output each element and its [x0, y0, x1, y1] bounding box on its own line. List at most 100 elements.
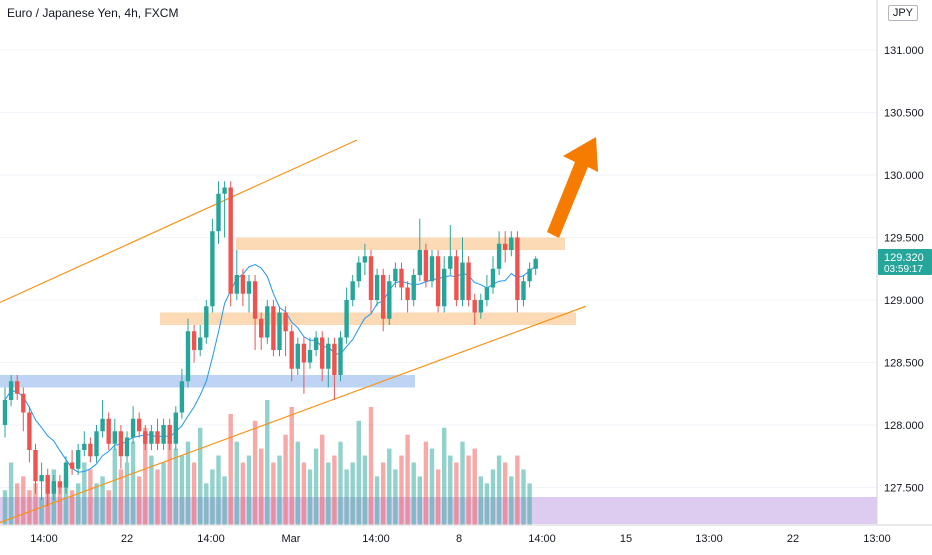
- candle: [313, 331, 319, 357]
- candle: [167, 418, 172, 450]
- candle-body: [185, 331, 191, 382]
- candle-body: [210, 231, 215, 307]
- candle: [45, 468, 50, 507]
- upper-channel-line: [0, 139, 358, 304]
- volume-bar: [442, 427, 447, 525]
- candle-body: [435, 256, 441, 307]
- candle-body: [240, 275, 246, 294]
- volume-bar: [8, 462, 14, 525]
- volume-bar: [521, 469, 526, 525]
- time-tick-label: 14:00: [30, 533, 58, 545]
- candle-body: [271, 306, 276, 350]
- candle: [112, 418, 117, 450]
- candle: [173, 406, 178, 450]
- candle: [246, 275, 252, 313]
- candle-countdown: 03:59:17: [884, 264, 923, 275]
- candle-body: [33, 450, 38, 482]
- volume-bar: [265, 400, 270, 525]
- volume-bar: [198, 427, 203, 525]
- candle: [381, 268, 386, 332]
- volume-bar: [454, 462, 459, 525]
- volume-bar: [191, 462, 197, 525]
- candle: [478, 293, 483, 319]
- candle-body: [533, 258, 538, 269]
- volume-bar: [423, 441, 429, 525]
- price-tick-label: 129.500: [884, 233, 924, 245]
- candle: [82, 431, 87, 457]
- candle-body: [387, 281, 392, 319]
- candle-body: [15, 381, 20, 394]
- candle: [448, 225, 453, 275]
- candle-body: [509, 237, 514, 250]
- candle: [405, 281, 410, 313]
- candle-body: [45, 475, 50, 494]
- candle-body: [265, 306, 270, 338]
- candle-body: [100, 418, 105, 432]
- candle: [39, 462, 44, 500]
- candle-body: [374, 275, 380, 300]
- price-tick-label: 129.000: [884, 295, 924, 307]
- price-tick-label: 128.500: [884, 358, 924, 370]
- volume-bar: [460, 441, 465, 525]
- candle-body: [27, 412, 32, 450]
- volume-bar: [320, 434, 325, 525]
- target-arrow-shape: [547, 137, 598, 238]
- volume-bar: [368, 406, 374, 525]
- candle-body: [466, 262, 471, 300]
- candle-body: [204, 306, 209, 338]
- candle: [393, 262, 398, 288]
- volume-bar: [448, 455, 453, 525]
- candle-body: [179, 381, 185, 413]
- candle: [143, 425, 148, 450]
- candle-body: [216, 193, 221, 232]
- candle: [472, 293, 477, 325]
- candle-body: [118, 431, 124, 457]
- candle-body: [496, 243, 502, 269]
- candle: [118, 425, 124, 469]
- candle: [210, 218, 215, 313]
- candle-body: [222, 187, 227, 194]
- candle: [137, 412, 142, 438]
- volume-bar: [118, 469, 124, 525]
- candle-body: [326, 343, 331, 369]
- volume-bar: [503, 462, 508, 525]
- candle: [326, 337, 331, 388]
- candle: [265, 300, 270, 344]
- candle-body: [515, 237, 520, 300]
- candle: [161, 418, 166, 450]
- price-tick-label: 127.500: [884, 483, 924, 495]
- candle-body: [198, 337, 203, 350]
- candle-body: [411, 275, 416, 300]
- volume-bar: [313, 448, 319, 525]
- candle: [387, 275, 392, 325]
- currency-label[interactable]: JPY: [887, 5, 918, 21]
- candle: [271, 300, 276, 357]
- volume-bar: [515, 455, 520, 525]
- candle: [509, 231, 514, 257]
- price-tick-label: 130.500: [884, 108, 924, 120]
- volume-bar: [301, 462, 307, 525]
- candle: [521, 275, 526, 307]
- candle-body: [320, 337, 325, 369]
- candle-body: [313, 337, 319, 350]
- volume-bar: [2, 490, 8, 525]
- trend-lines: [0, 139, 587, 524]
- candle: [515, 231, 520, 313]
- candle-body: [277, 312, 282, 350]
- volume-bar: [509, 476, 514, 525]
- candle: [344, 287, 349, 344]
- candle: [15, 375, 20, 400]
- volume-bar: [399, 455, 404, 525]
- price-tick-label: 131.000: [884, 45, 924, 57]
- candle: [460, 237, 465, 307]
- price-tick-label: 128.000: [884, 420, 924, 432]
- candle-body: [332, 343, 337, 375]
- volume-bar: [411, 462, 416, 525]
- candle: [33, 443, 38, 494]
- volume-bar: [332, 455, 337, 525]
- candle-body: [405, 287, 410, 300]
- candle: [198, 325, 203, 357]
- volume-bar: [94, 483, 99, 525]
